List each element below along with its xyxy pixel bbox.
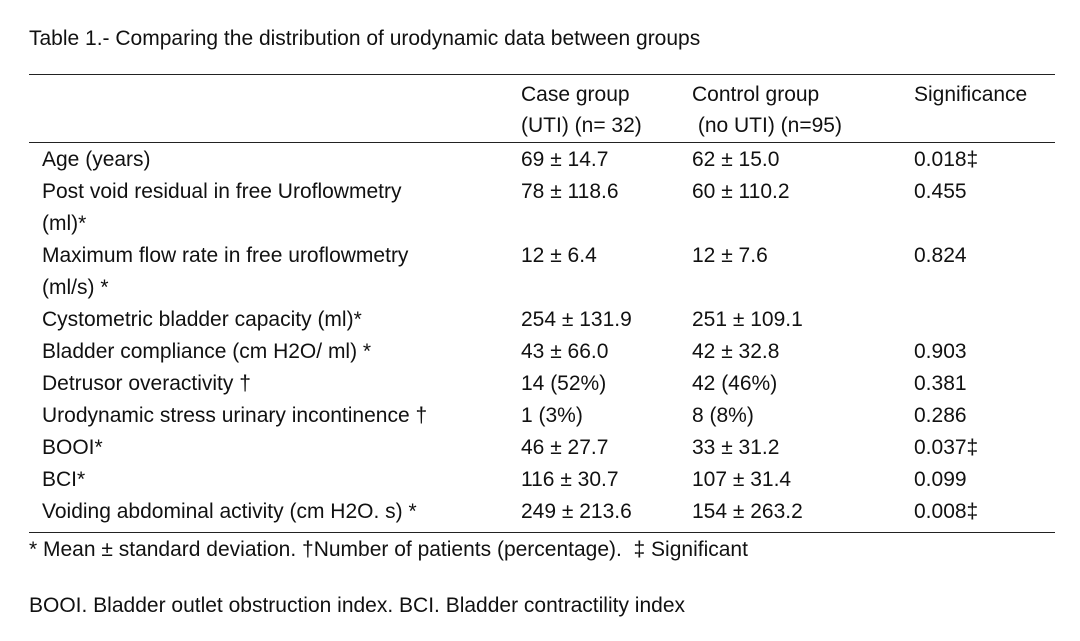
row-9-label: Voiding abdominal activity (cm H2O. s) * [42, 500, 417, 523]
row-8-case-value: 116 ± 30.7 [521, 468, 619, 491]
row-5-control-value: 42 (46%) [692, 372, 778, 395]
row-6-case-value: 1 (3%) [521, 404, 583, 427]
table-bottom-rule [29, 532, 1055, 533]
table-top-rule [29, 74, 1055, 75]
row-5-label: Detrusor overactivity † [42, 372, 251, 395]
row-2-control-value: 12 ± 7.6 [692, 244, 768, 267]
row-8-control-value: 107 ± 31.4 [692, 468, 792, 491]
row-4-significance: 0.903 [914, 340, 967, 363]
row-7-label: BOOI* [42, 436, 103, 459]
row-1-control-value: 60 ± 110.2 [692, 180, 790, 203]
table-caption: Table 1.- Comparing the distribution of … [29, 27, 701, 50]
row-3-case-value: 254 ± 131.9 [521, 308, 632, 331]
row-9-control-value: 154 ± 263.2 [692, 500, 803, 523]
row-5-significance: 0.381 [914, 372, 967, 395]
row-3-label: Cystometric bladder capacity (ml)* [42, 308, 362, 331]
row-1-significance: 0.455 [914, 180, 967, 203]
row-8-significance: 0.099 [914, 468, 967, 491]
header-significance: Significance [914, 83, 1028, 106]
row-1-label-line2: (ml)* [42, 212, 87, 235]
row-9-case-value: 249 ± 213.6 [521, 500, 632, 523]
footnote-abbreviations: BOOI. Bladder outlet obstruction index. … [29, 594, 685, 617]
row-7-control-value: 33 ± 31.2 [692, 436, 780, 459]
row-0-label: Age (years) [42, 148, 151, 171]
row-5-case-value: 14 (52%) [521, 372, 607, 395]
row-2-significance: 0.824 [914, 244, 967, 267]
footnote-legend: * Mean ± standard deviation. †Number of … [29, 538, 748, 561]
row-4-label: Bladder compliance (cm H2O/ ml) * [42, 340, 372, 363]
row-2-label-line2: (ml/s) * [42, 276, 109, 299]
row-9-significance: 0.008‡ [914, 500, 979, 523]
header-case-line2: (UTI) (n= 32) [521, 114, 642, 137]
row-8-label: BCI* [42, 468, 86, 491]
row-6-label: Urodynamic stress urinary incontinence † [42, 404, 428, 427]
row-3-control-value: 251 ± 109.1 [692, 308, 803, 331]
row-2-label: Maximum flow rate in free uroflowmetry [42, 244, 409, 267]
row-0-significance: 0.018‡ [914, 148, 979, 171]
row-2-case-value: 12 ± 6.4 [521, 244, 597, 267]
row-6-control-value: 8 (8%) [692, 404, 754, 427]
row-7-case-value: 46 ± 27.7 [521, 436, 609, 459]
row-4-control-value: 42 ± 32.8 [692, 340, 780, 363]
header-control-line2: (no UTI) (n=95) [692, 114, 842, 137]
header-control-line1: Control group [692, 83, 820, 106]
row-1-case-value: 78 ± 118.6 [521, 180, 619, 203]
row-0-control-value: 62 ± 15.0 [692, 148, 780, 171]
row-4-case-value: 43 ± 66.0 [521, 340, 609, 363]
row-7-significance: 0.037‡ [914, 436, 979, 459]
header-case-line1: Case group [521, 83, 630, 106]
row-6-significance: 0.286 [914, 404, 967, 427]
table-header-rule [29, 142, 1055, 143]
row-0-case-value: 69 ± 14.7 [521, 148, 609, 171]
row-1-label: Post void residual in free Uroflowmetry [42, 180, 402, 203]
